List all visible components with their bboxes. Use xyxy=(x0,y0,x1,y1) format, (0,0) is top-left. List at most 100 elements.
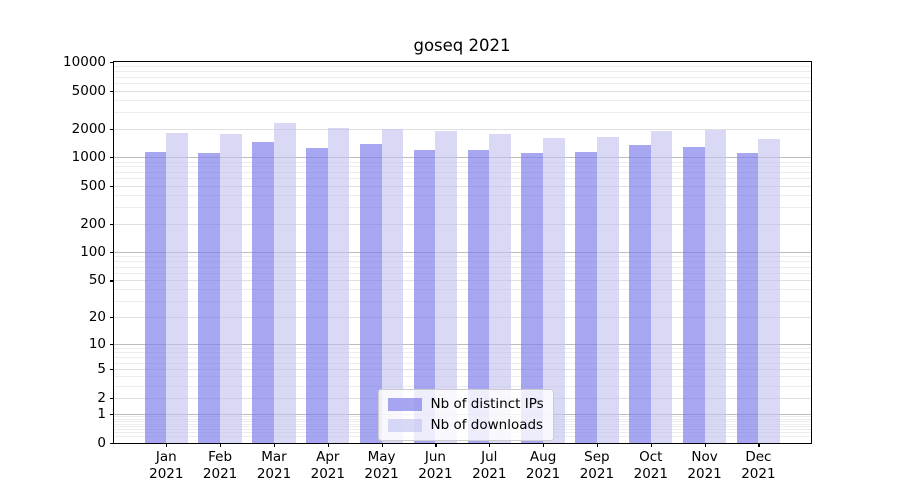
legend-item: Nb of downloads xyxy=(387,417,544,433)
x-tick-label: Feb 2021 xyxy=(202,449,238,482)
x-tick xyxy=(274,443,276,448)
bar-distinct-ips xyxy=(521,152,544,443)
gridline xyxy=(113,185,811,187)
gridline xyxy=(113,206,811,208)
y-tick xyxy=(109,280,114,282)
gridline xyxy=(113,272,811,274)
y-tick-label: 2000 xyxy=(71,120,106,137)
y-tick xyxy=(109,185,114,187)
gridline xyxy=(113,289,811,291)
x-tick xyxy=(327,443,329,448)
x-tick-label: Nov 2021 xyxy=(687,449,722,482)
gridline xyxy=(113,195,811,197)
bar-distinct-ips xyxy=(252,141,274,443)
y-tick xyxy=(109,368,114,371)
bar-downloads xyxy=(650,130,673,443)
y-tick xyxy=(109,223,114,225)
legend-item: Nb of distinct IPs xyxy=(387,396,544,412)
y-tick-label: 20 xyxy=(88,309,106,326)
y-tick xyxy=(109,343,114,345)
y-tick xyxy=(109,128,114,130)
gridline xyxy=(113,166,811,168)
y-tick-label: 0 xyxy=(97,435,106,451)
legend-label: Nb of downloads xyxy=(430,417,544,433)
chart-title: goseq 2021 xyxy=(413,36,511,55)
bar-distinct-ips xyxy=(144,151,167,443)
gridline xyxy=(113,261,811,263)
gridline xyxy=(113,90,811,92)
gridline xyxy=(113,111,811,113)
bar-downloads xyxy=(758,139,781,443)
x-tick xyxy=(596,443,599,448)
gridline xyxy=(113,171,811,173)
gridline xyxy=(113,347,811,349)
gridline xyxy=(113,128,811,130)
y-tick-label: 1 xyxy=(97,406,106,423)
bar-distinct-ips xyxy=(575,152,597,443)
bar-downloads xyxy=(543,138,565,443)
bar-distinct-ips xyxy=(198,152,221,443)
bar-downloads xyxy=(166,132,188,443)
x-tick xyxy=(381,443,383,448)
gridline xyxy=(113,66,811,68)
y-tick xyxy=(109,157,114,159)
y-tick-label: 10 xyxy=(88,335,106,352)
y-tick-label: 500 xyxy=(80,177,106,194)
gridline xyxy=(113,99,811,101)
gridline xyxy=(113,266,811,268)
bar-distinct-ips xyxy=(413,149,436,443)
legend: Nb of distinct IPs Nb of downloads xyxy=(377,389,554,441)
y-tick xyxy=(109,252,114,254)
bar-downloads xyxy=(704,129,727,443)
gridline xyxy=(113,71,811,73)
x-tick-label: Sep 2021 xyxy=(579,449,615,482)
legend-label: Nb of distinct IPs xyxy=(430,396,544,412)
x-tick xyxy=(166,443,168,448)
gridline xyxy=(113,300,811,302)
gridline xyxy=(113,357,811,358)
gridline xyxy=(113,223,811,225)
gridline xyxy=(113,161,811,163)
x-tick-label: Mar 2021 xyxy=(256,449,292,482)
gridline xyxy=(113,76,811,78)
gridline xyxy=(113,157,811,159)
gridline xyxy=(113,368,811,370)
x-tick-label: Jan 2021 xyxy=(149,449,184,482)
x-tick xyxy=(543,443,545,448)
x-tick xyxy=(435,443,437,448)
bar-downloads xyxy=(274,123,296,443)
bar-distinct-ips xyxy=(736,153,759,443)
y-tick-label: 200 xyxy=(80,215,106,232)
y-tick-label: 50 xyxy=(88,272,106,289)
x-tick xyxy=(758,443,760,448)
bar-distinct-ips xyxy=(306,147,328,443)
y-tick-label: 5000 xyxy=(71,82,106,99)
x-tick xyxy=(220,443,222,448)
y-tick xyxy=(109,90,114,92)
y-tick xyxy=(109,414,114,416)
gridline xyxy=(113,252,811,254)
bar-distinct-ips xyxy=(359,144,382,443)
bar-downloads xyxy=(327,127,350,443)
y-tick-label: 100 xyxy=(80,244,106,261)
y-tick-label: 5 xyxy=(97,360,106,377)
bar-downloads xyxy=(220,134,242,443)
bar-distinct-ips xyxy=(682,146,705,443)
y-tick xyxy=(109,397,114,399)
bar-downloads xyxy=(489,134,511,443)
x-tick xyxy=(489,443,491,448)
gridline xyxy=(113,343,811,345)
x-tick-label: Apr 2021 xyxy=(310,449,345,482)
bar-downloads xyxy=(435,130,458,443)
gridline xyxy=(113,376,811,378)
bar-distinct-ips xyxy=(629,144,651,443)
y-tick-label: 1000 xyxy=(71,149,106,166)
x-tick-label: Jul 2021 xyxy=(472,449,507,482)
x-tick xyxy=(704,443,706,448)
x-tick xyxy=(650,443,652,448)
gridline xyxy=(113,256,811,258)
plot-area: Nb of distinct IPs Nb of downloads xyxy=(112,61,812,444)
y-tick-label: 10000 xyxy=(63,54,106,70)
gridline xyxy=(113,352,811,354)
